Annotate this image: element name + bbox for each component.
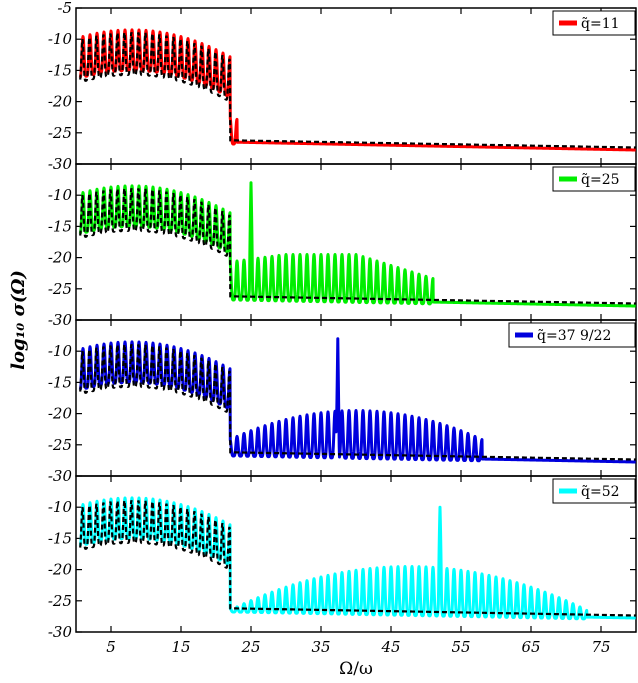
panel-4: -10 -15 -20 -25 -30 q̃=52 (48, 475, 637, 641)
x-tick-label: 15 (171, 638, 190, 656)
x-tick-label: 55 (451, 638, 470, 656)
y-axis-label: log₁₀ σ(Ω) (8, 270, 29, 370)
y-tick-label: -10 (48, 342, 73, 360)
panel-frame (75, 475, 637, 633)
y-tick-label: -30 (48, 311, 73, 329)
x-tick-label: 5 (106, 638, 116, 656)
legend-label: q̃=11 (581, 16, 620, 32)
y-tick-label: -25 (48, 592, 72, 610)
y-tick-label: -5 (57, 0, 72, 17)
series-line-q4 (78, 496, 636, 621)
x-tick-label: 65 (521, 638, 540, 656)
y-tick-label: -20 (48, 405, 73, 423)
y-tick-label: -10 (48, 498, 73, 516)
y-tick-label: -15 (48, 373, 72, 391)
reference-line (79, 32, 636, 149)
y-tick-label: -30 (48, 467, 73, 485)
x-axis-label: Ω/ω (339, 659, 373, 679)
y-tick-label: -20 (48, 561, 73, 579)
reference-line (79, 344, 636, 461)
y-tick-label: -30 (48, 623, 73, 641)
y-tick-label: -30 (48, 155, 73, 173)
y-tick-label: -25 (48, 280, 72, 298)
reference-line (79, 188, 636, 305)
x-tick-label: 35 (311, 638, 330, 656)
x-tick-label: 25 (240, 638, 260, 656)
y-tick-label: -10 (48, 186, 73, 204)
series-line-q1 (78, 28, 636, 152)
legend-label: q̃=52 (581, 484, 620, 500)
y-tick-label: -15 (48, 217, 72, 235)
y-tick-label: -20 (48, 249, 73, 267)
reference-line (79, 500, 636, 617)
legend-label: q̃=37 9/22 (537, 328, 611, 344)
y-tick-label: -15 (48, 529, 72, 547)
legend-label: q̃=25 (581, 172, 620, 188)
panel-3: -10 -15 -20 -25 -30 q̃=37 9/22 (48, 319, 637, 485)
series-line-q3 (78, 337, 636, 464)
panel-2: -10 -15 -20 -25 -30 q̃=25 (48, 163, 637, 329)
series-line-q2 (78, 181, 636, 308)
y-tick-label: -25 (48, 124, 72, 142)
y-tick-label: -25 (48, 436, 72, 454)
y-tick-label: -10 (48, 30, 73, 48)
panel-1: -5 -10 -15 -20 -25 -30 q̃=11 (48, 0, 637, 173)
x-tick-label: 45 (380, 638, 400, 656)
y-tick-label: -20 (48, 93, 73, 111)
x-tick-label: 75 (591, 638, 610, 656)
y-tick-label: -15 (48, 61, 72, 79)
